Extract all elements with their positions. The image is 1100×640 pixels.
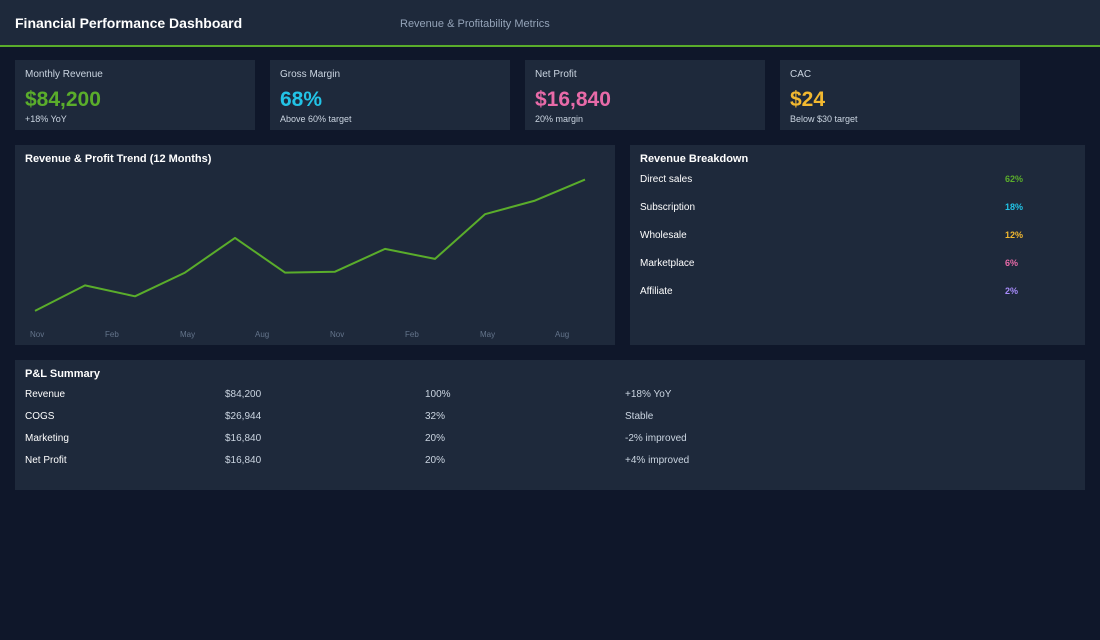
trend-title: Revenue & Profit Trend (12 Months) [25,153,212,165]
revenue-breakdown-panel: Revenue Breakdown Direct sales 62% Subsc… [630,145,1085,345]
pl-line-item: COGS [25,411,55,422]
x-tick-label: Feb [105,330,119,339]
breakdown-pct: 62% [1005,174,1024,184]
trend-chart: Nov Feb May Aug Nov Feb May Aug [30,178,586,339]
page-title: Financial Performance Dashboard [15,15,243,31]
kpi-card-net-profit: Net Profit $16,840 20% margin [525,60,765,130]
pl-amount: $16,840 [225,455,262,466]
kpi-label: Gross Margin [280,69,341,80]
pl-percent: 32% [425,411,446,422]
kpi-value: $84,200 [25,88,101,111]
pl-percent: 20% [425,455,446,466]
kpi-label: Monthly Revenue [25,69,103,80]
kpi-label: Net Profit [535,69,577,80]
table-row: Net Profit $16,840 20% +4% improved [25,455,1075,469]
breakdown-row: Subscription 18% [640,202,1040,216]
breakdown-row: Direct sales 62% [640,174,1040,188]
breakdown-name: Subscription [640,202,696,213]
kpi-value: $24 [790,88,826,111]
x-tick-label: Aug [255,330,269,339]
breakdown-row: Wholesale 12% [640,230,1040,244]
pl-change: +4% improved [625,455,690,466]
kpi-note: Above 60% target [280,114,352,124]
kpi-note: 20% margin [535,114,584,124]
x-tick-label: Aug [555,330,569,339]
x-tick-label: May [180,330,195,339]
kpi-note: Below $30 target [790,114,858,124]
table-row: Revenue $84,200 100% +18% YoY [25,389,1075,403]
page-subtitle: Revenue & Profitability Metrics [400,18,550,30]
x-tick-label: Nov [30,330,44,339]
breakdown-row: Marketplace 6% [640,258,1040,272]
kpi-note: +18% YoY [25,114,67,124]
header: Financial Performance Dashboard Revenue … [0,0,1100,47]
kpi-card-gross-margin: Gross Margin 68% Above 60% target [270,60,510,130]
pl-change: Stable [625,411,654,422]
kpi-label: CAC [790,69,812,80]
kpi-card-monthly-revenue: Monthly Revenue $84,200 +18% YoY [15,60,255,130]
x-axis-ticks: Nov Feb May Aug Nov Feb May Aug [30,330,569,339]
pl-amount: $84,200 [225,389,262,400]
x-tick-label: Nov [330,330,344,339]
x-tick-label: Feb [405,330,419,339]
trend-series-line [34,178,586,312]
pl-amount: $26,944 [225,411,262,422]
breakdown-pct: 2% [1005,286,1019,296]
trend-panel: Revenue & Profit Trend (12 Months) Nov Fe… [15,145,615,345]
breakdown-pct: 6% [1005,258,1019,268]
x-tick-label: May [480,330,495,339]
breakdown-name: Affiliate [640,286,673,297]
breakdown-name: Marketplace [640,258,695,269]
pl-amount: $16,840 [225,433,262,444]
breakdown-name: Direct sales [640,174,693,185]
table-row: Marketing $16,840 20% -2% improved [25,433,1075,447]
pl-line-item: Net Profit [25,455,67,466]
breakdown-row: Affiliate 2% [640,286,1040,300]
kpi-value: $16,840 [535,88,611,111]
pl-line-item: Revenue [25,389,66,400]
pl-change: -2% improved [625,433,687,444]
pl-percent: 100% [425,389,451,400]
table-row: COGS $26,944 32% Stable [25,411,1075,425]
breakdown-pct: 12% [1005,230,1024,240]
pl-summary-panel: P&L Summary Revenue $84,200 100% +18% Yo… [15,360,1085,490]
kpi-value: 68% [280,88,323,111]
kpi-card-cac: CAC $24 Below $30 target [780,60,1020,130]
breakdown-title: Revenue Breakdown [640,153,749,165]
pl-title: P&L Summary [25,368,100,380]
pl-change: +18% YoY [625,389,672,400]
breakdown-pct: 18% [1005,202,1024,212]
breakdown-name: Wholesale [640,230,687,241]
pl-percent: 20% [425,433,446,444]
pl-line-item: Marketing [25,433,69,444]
